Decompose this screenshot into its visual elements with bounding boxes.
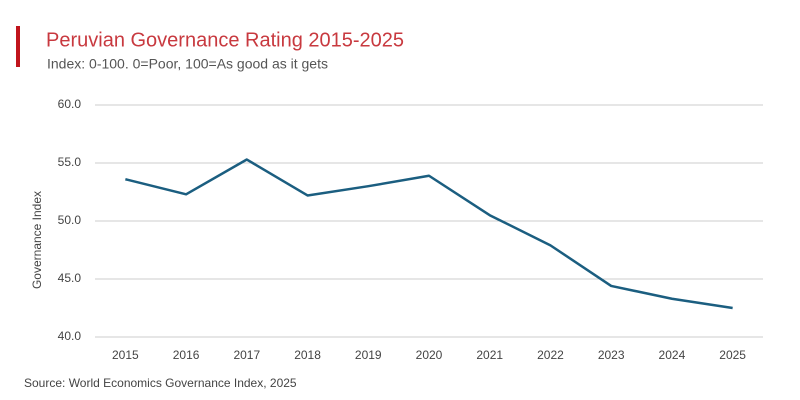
x-tick-label: 2020 xyxy=(416,348,443,362)
y-axis-label: Governance Index xyxy=(30,191,44,289)
source-note: Source: World Economics Governance Index… xyxy=(24,376,297,390)
x-tick-label: 2015 xyxy=(112,348,139,362)
x-tick-label: 2016 xyxy=(173,348,200,362)
y-tick-label: 40.0 xyxy=(58,329,82,343)
x-tick-label: 2025 xyxy=(719,348,746,362)
x-tick-label: 2019 xyxy=(355,348,382,362)
x-tick-label: 2021 xyxy=(476,348,503,362)
chart-subtitle: Index: 0-100. 0=Poor, 100=As good as it … xyxy=(47,56,328,72)
x-tick-label: 2018 xyxy=(294,348,321,362)
title-accent xyxy=(16,26,20,67)
x-tick-label: 2022 xyxy=(537,348,564,362)
data-line xyxy=(125,158,733,310)
y-tick-label: 55.0 xyxy=(58,155,82,169)
y-tick-label: 45.0 xyxy=(58,271,82,285)
y-tick-label: 60.0 xyxy=(58,97,82,111)
x-tick-label: 2024 xyxy=(659,348,686,362)
chart-title: Peruvian Governance Rating 2015-2025 xyxy=(46,29,404,51)
y-tick-label: 50.0 xyxy=(58,213,82,227)
x-tick-label: 2017 xyxy=(233,348,260,362)
x-tick-label: 2023 xyxy=(598,348,625,362)
